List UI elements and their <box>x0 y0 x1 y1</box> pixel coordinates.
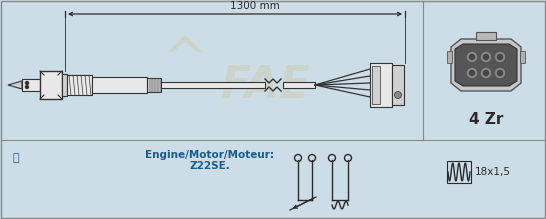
Bar <box>370 63 392 107</box>
Circle shape <box>484 71 489 76</box>
Circle shape <box>482 69 490 78</box>
Circle shape <box>26 81 28 85</box>
Text: 4 Zr: 4 Zr <box>469 113 503 127</box>
Bar <box>62 74 67 96</box>
Circle shape <box>467 53 477 62</box>
Circle shape <box>497 71 502 76</box>
Polygon shape <box>455 44 517 86</box>
Bar <box>40 71 62 99</box>
Circle shape <box>496 69 505 78</box>
Polygon shape <box>8 81 22 89</box>
Bar <box>447 51 452 63</box>
Circle shape <box>470 55 474 60</box>
Circle shape <box>497 55 502 60</box>
Bar <box>92 77 147 93</box>
Bar <box>447 161 471 183</box>
Circle shape <box>395 92 401 99</box>
Circle shape <box>26 85 28 88</box>
Text: ⓘ: ⓘ <box>13 153 19 163</box>
Text: 1300 mm: 1300 mm <box>230 1 280 11</box>
Text: 18x1,5: 18x1,5 <box>475 167 511 177</box>
Bar <box>22 79 40 91</box>
Circle shape <box>482 53 490 62</box>
Bar <box>155 78 157 92</box>
Bar <box>67 75 92 95</box>
Text: Engine/Motor/Moteur:: Engine/Motor/Moteur: <box>145 150 275 160</box>
Bar <box>392 65 404 105</box>
Bar <box>372 66 380 104</box>
Polygon shape <box>168 35 202 52</box>
Polygon shape <box>451 39 521 91</box>
Text: FAE: FAE <box>220 64 310 106</box>
Bar <box>147 78 161 92</box>
Bar <box>476 32 496 40</box>
Bar <box>152 78 154 92</box>
Circle shape <box>467 69 477 78</box>
Bar <box>149 78 151 92</box>
Text: Z22SE.: Z22SE. <box>189 161 230 171</box>
Bar <box>158 78 160 92</box>
Bar <box>161 82 265 88</box>
Circle shape <box>484 55 489 60</box>
Bar <box>283 82 315 88</box>
Circle shape <box>496 53 505 62</box>
Circle shape <box>470 71 474 76</box>
Bar <box>520 51 525 63</box>
